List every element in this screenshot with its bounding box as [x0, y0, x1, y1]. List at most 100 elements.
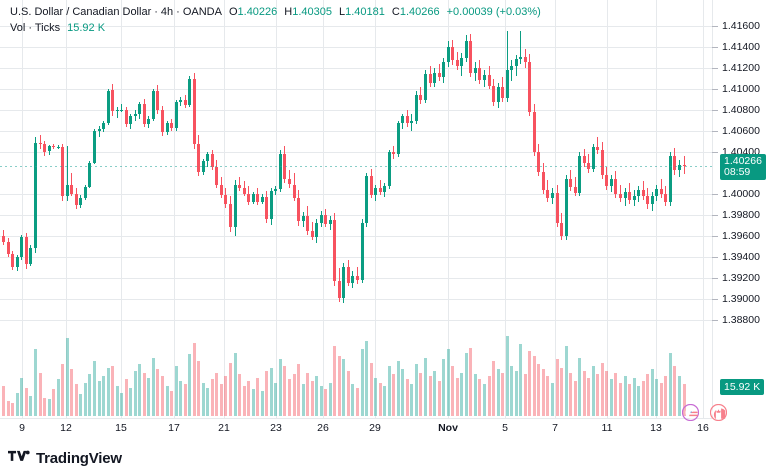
volume-bar: [84, 383, 87, 416]
candle-body: [220, 184, 223, 195]
chart-plot-area[interactable]: [0, 0, 712, 418]
candle-body: [624, 191, 627, 199]
price-axis-tick: 1.39800: [712, 209, 780, 222]
volume-bar: [351, 384, 354, 416]
price-tick-label: 1.40000: [722, 188, 760, 200]
volume-bar: [206, 388, 209, 416]
volume-bar: [188, 354, 191, 416]
volume-bar: [365, 341, 368, 416]
volume-bar: [578, 358, 581, 416]
candle-body: [84, 186, 87, 199]
volume-bar: [166, 386, 169, 416]
volume-bar: [642, 381, 645, 416]
gridline-horizontal: [0, 26, 712, 27]
candle-body: [383, 185, 386, 192]
candle-body: [143, 103, 146, 124]
candle-body: [193, 78, 196, 144]
candle-body: [406, 116, 409, 123]
volume-bar: [596, 374, 599, 416]
candle-body: [419, 94, 422, 100]
gridline-vertical: [323, 0, 324, 418]
candle-body: [347, 267, 350, 283]
volume-bar: [397, 361, 400, 416]
price-tick-mark: [712, 320, 718, 321]
time-axis-tick-label: 9: [19, 422, 25, 434]
volume-bar: [116, 386, 119, 416]
candle-body: [111, 90, 114, 112]
candle-body: [415, 94, 418, 121]
canada-flag-event-icon[interactable]: [710, 404, 727, 421]
time-axis-tick-label: 26: [317, 422, 329, 434]
time-axis-tick-label: 7: [552, 422, 558, 434]
us-flag-event-icon[interactable]: [682, 404, 699, 421]
volume-bar: [429, 376, 432, 416]
volume-bar: [497, 369, 500, 416]
volume-bar: [302, 384, 305, 416]
volume-bar: [329, 383, 332, 416]
candle-body: [673, 156, 676, 170]
candle-body: [197, 143, 200, 172]
volume-bar: [342, 359, 345, 416]
volume-bar: [215, 373, 218, 416]
candle-body: [247, 193, 250, 203]
candle-body: [48, 146, 51, 151]
candle-body: [293, 184, 296, 199]
time-axis-tick-label: 12: [60, 422, 72, 434]
price-tick-mark: [712, 236, 718, 237]
price-tick-mark: [712, 89, 718, 90]
price-tick-mark: [712, 47, 718, 48]
current-price-badge[interactable]: 1.40266 08:59: [720, 154, 766, 180]
price-tick-label: 1.38800: [722, 314, 760, 326]
volume-bar: [655, 379, 658, 416]
volume-bar: [147, 378, 150, 416]
volume-bar: [311, 381, 314, 416]
candle-body: [120, 110, 123, 112]
gridline-horizontal: [0, 152, 712, 153]
volume-bar: [410, 384, 413, 416]
volume-bar: [202, 383, 205, 416]
candle-body: [234, 184, 237, 228]
candle-body: [678, 164, 681, 170]
candle-body: [456, 59, 459, 67]
tradingview-logo[interactable]: TradingView: [8, 448, 122, 468]
price-axis[interactable]: 1.41600 1.41400 1.41200 1.41000 1.40800 1.406…: [712, 0, 780, 440]
time-axis-divider: [0, 418, 712, 419]
volume-bar: [43, 398, 46, 416]
candle-body: [483, 74, 486, 80]
candle-body: [129, 116, 132, 124]
volume-bar: [533, 356, 536, 416]
volume-bar: [601, 363, 604, 416]
current-volume-badge[interactable]: 15.92 K: [720, 379, 765, 395]
candle-body: [397, 122, 400, 155]
volume-bar: [256, 378, 259, 416]
candle-body: [342, 267, 345, 298]
candle-body: [578, 156, 581, 193]
candle-wick: [620, 184, 621, 203]
candle-wick: [121, 103, 122, 113]
candle-body: [188, 78, 191, 105]
candle-body: [537, 152, 540, 172]
volume-bar: [474, 374, 477, 416]
gridline-horizontal: [0, 257, 712, 258]
volume-bar: [465, 353, 468, 416]
candle-wick: [380, 180, 381, 195]
candle-body: [39, 142, 42, 144]
candle-wick: [575, 177, 576, 196]
candle-body: [492, 86, 495, 102]
candle-body: [279, 154, 282, 189]
volume-bar: [392, 374, 395, 416]
volume-bar: [288, 379, 291, 416]
candle-body: [574, 186, 577, 193]
candle-body: [524, 56, 527, 63]
volume-bar: [492, 361, 495, 416]
price-tick-label: 1.41400: [722, 41, 760, 53]
volume-bar: [447, 349, 450, 416]
candle-wick: [411, 114, 412, 132]
time-axis[interactable]: 9 12 15 17 21 23 26 29 Nov 5 7 11 13 16: [0, 418, 712, 440]
volume-bar: [587, 378, 590, 416]
price-tick-mark: [712, 257, 718, 258]
candle-body: [134, 114, 137, 117]
candle-body: [560, 223, 563, 236]
candle-body: [583, 156, 586, 163]
price-axis-divider: [712, 0, 713, 418]
